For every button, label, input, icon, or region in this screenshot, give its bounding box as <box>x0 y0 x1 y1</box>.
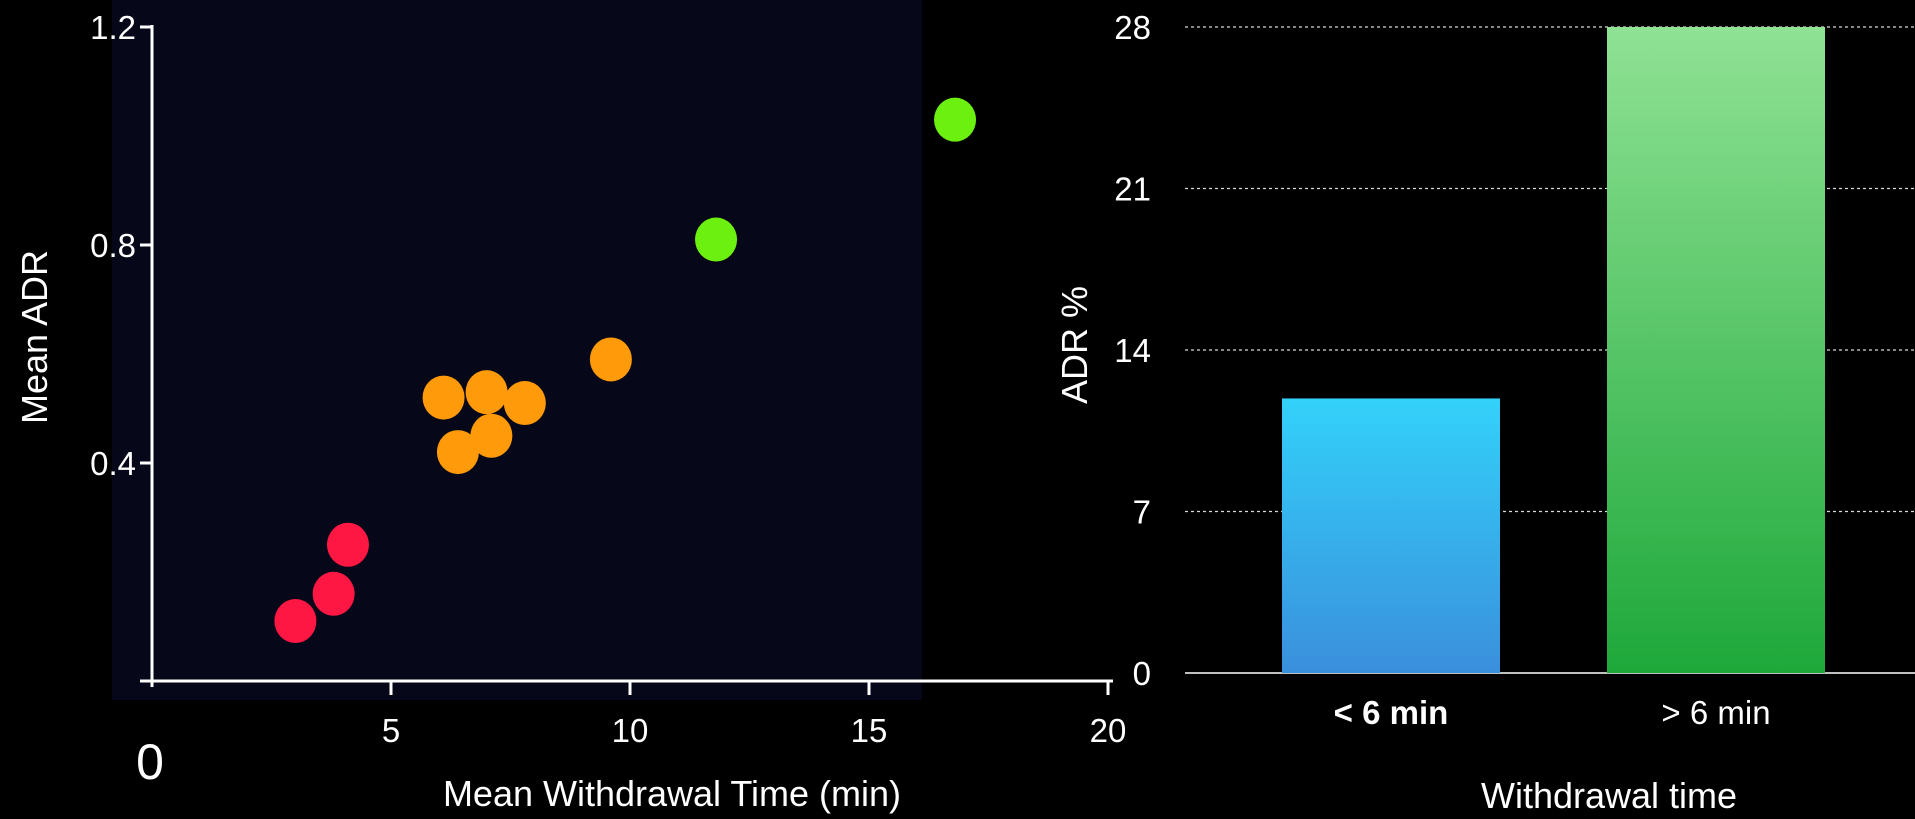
scatter-plot-background <box>112 0 922 700</box>
bar-y-tick-label: 0 <box>1133 655 1151 692</box>
scatter-x-origin-label: 0 <box>136 734 164 790</box>
scatter-point <box>589 337 632 382</box>
scatter-x-tick-label: 15 <box>851 712 888 749</box>
bar-x-axis-title: Withdrawal time <box>1481 775 1737 816</box>
bar <box>1282 398 1500 673</box>
scatter-points <box>274 97 977 644</box>
scatter-point <box>465 370 508 415</box>
bar-y-tick-label: 21 <box>1114 171 1151 208</box>
scatter-chart: 0.4 0.8 1.2 5 10 15 20 0 Mean Withdrawal Time… <box>14 0 1126 814</box>
scatter-point <box>436 430 479 475</box>
scatter-point <box>422 375 465 420</box>
bar-category-label: < 6 min <box>1334 694 1449 731</box>
scatter-x-tick-label: 5 <box>382 712 400 749</box>
scatter-point <box>503 381 546 426</box>
scatter-y-axis-title: Mean ADR <box>14 250 55 424</box>
bar-y-tick-label: 28 <box>1114 9 1151 46</box>
scatter-y-tick-label: 0.8 <box>90 227 136 264</box>
scatter-point <box>274 599 317 644</box>
bar-category-labels: < 6 min > 6 min <box>1334 694 1771 731</box>
scatter-y-tick-label: 0.4 <box>90 445 136 482</box>
scatter-x-tick-label: 20 <box>1090 712 1127 749</box>
scatter-point <box>695 217 738 262</box>
bar-category-label: > 6 min <box>1661 694 1770 731</box>
scatter-point <box>326 522 369 567</box>
bar-y-axis-title: ADR % <box>1054 286 1095 404</box>
scatter-y-ticks: 0.4 0.8 1.2 <box>90 9 152 482</box>
scatter-x-ticks: 5 10 15 20 <box>382 681 1127 749</box>
scatter-x-axis-title: Mean Withdrawal Time (min) <box>443 773 901 814</box>
bar-chart: 0 7 14 21 28 < 6 min > 6 min ADR % Withdrawal… <box>1054 9 1915 816</box>
bar <box>1607 27 1825 673</box>
bar-y-tick-label: 7 <box>1133 494 1151 531</box>
scatter-x-tick-label: 10 <box>612 712 649 749</box>
scatter-point <box>934 97 977 142</box>
bar-series <box>1282 27 1825 673</box>
scatter-y-tick-label: 1.2 <box>90 9 136 46</box>
scatter-point <box>470 413 513 458</box>
bar-y-ticks: 0 7 14 21 28 <box>1114 9 1151 692</box>
scatter-point <box>312 571 355 616</box>
bar-y-tick-label: 14 <box>1114 332 1151 369</box>
